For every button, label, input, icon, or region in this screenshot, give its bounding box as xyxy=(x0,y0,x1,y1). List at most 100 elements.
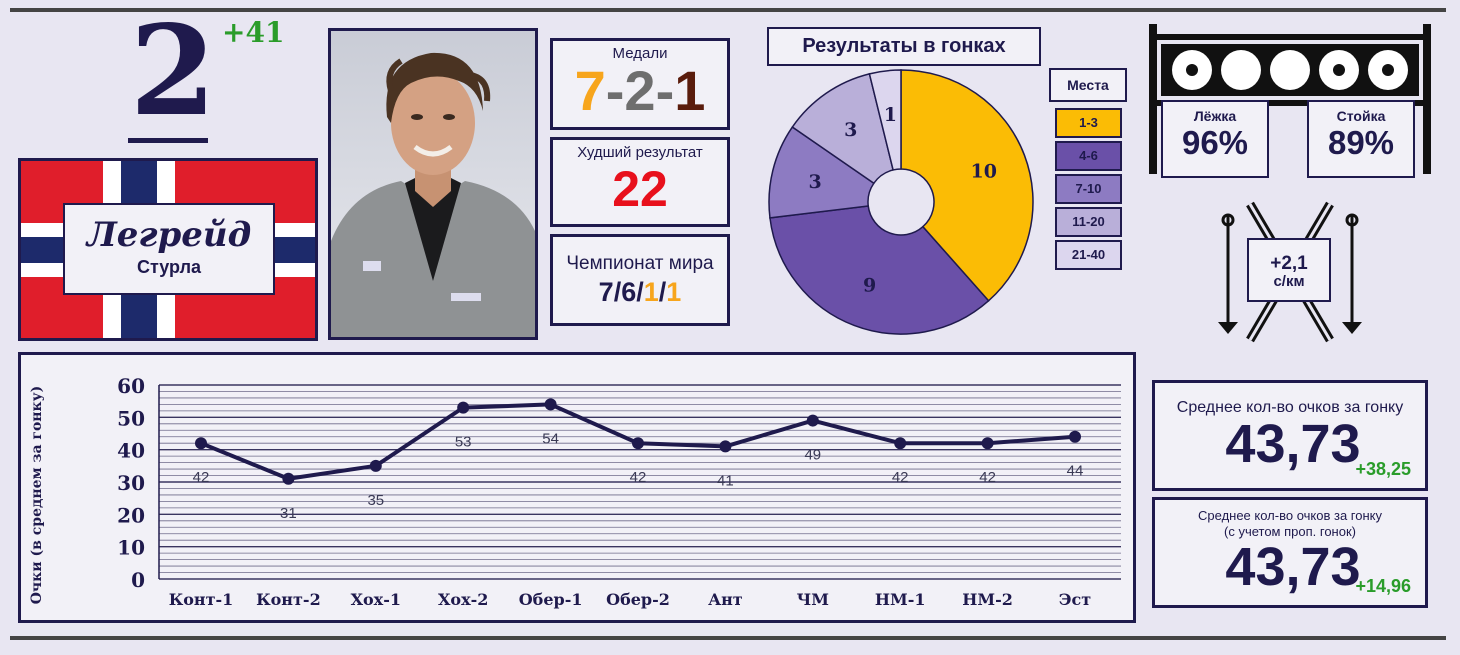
athlete-photo xyxy=(328,28,538,340)
x-tick-label: НМ-2 xyxy=(962,590,1013,609)
rank-underline xyxy=(128,138,208,143)
wc-place: 1 xyxy=(643,277,659,307)
x-tick-label: Хох-1 xyxy=(351,590,401,609)
data-label: 42 xyxy=(979,469,996,486)
wc-place: 1 xyxy=(666,277,682,307)
pie-value-label: 9 xyxy=(863,275,876,297)
shooting-target-icon xyxy=(1149,24,1431,174)
data-label: 54 xyxy=(542,430,559,447)
data-point xyxy=(806,414,819,427)
legend-title: Места xyxy=(1049,68,1127,102)
prone-label: Лёжка xyxy=(1193,108,1237,124)
avg2-label: Среднее кол-во очков за гонку (с учетом … xyxy=(1155,508,1425,540)
points-line-chart: 0 10 20 30 40 50 60 Конт-1 Конт-2 Хох-1 Хох-2 Обер-… xyxy=(117,374,1121,609)
y-tick-label: 20 xyxy=(117,503,145,527)
data-point xyxy=(632,437,644,450)
legend-item-11-20: 11-20 xyxy=(1055,207,1122,237)
wc-sep: / xyxy=(613,277,622,307)
data-label: 41 xyxy=(717,472,734,489)
wc-place: 7 xyxy=(598,277,614,307)
y-tick-label: 60 xyxy=(117,374,145,398)
world-championship-box: Чемпионат мира 7/6/1/1 xyxy=(550,234,730,326)
avg2-value: 43,73 xyxy=(1225,537,1361,597)
y-tick-label: 0 xyxy=(131,568,145,592)
data-point xyxy=(195,437,207,450)
avg2-label-line1: Среднее кол-во очков за гонку xyxy=(1198,508,1382,523)
avg-delta: +38,25 xyxy=(1355,459,1411,479)
bronze-count: 1 xyxy=(674,59,706,122)
data-label: 44 xyxy=(1067,463,1084,480)
avg2-delta: +14,96 xyxy=(1355,576,1411,596)
avg-points-adjusted-box: Среднее кол-во очков за гонку (с учетом … xyxy=(1152,497,1428,608)
legend-item-21-40: 21-40 xyxy=(1055,240,1122,270)
x-tick-label: Ант xyxy=(708,590,743,609)
legend-item-4-6: 4-6 xyxy=(1055,141,1122,171)
standing-label: Стойка xyxy=(1336,108,1386,124)
legend-item-1-3: 1-3 xyxy=(1055,108,1122,138)
top-rule xyxy=(10,8,1446,12)
medals-box: Медали 7-2-1 xyxy=(550,38,730,130)
wc-sep: / xyxy=(636,277,644,307)
standing-box: Стойка 89% xyxy=(1307,100,1415,178)
avg2-label-line2: (с учетом проп. гонок) xyxy=(1224,524,1356,539)
worst-value: 22 xyxy=(612,161,668,217)
chart-ylabel: Очки (в среднем за гонку) xyxy=(29,385,45,605)
gold-count: 7 xyxy=(574,59,606,122)
pie-value-label: 10 xyxy=(971,161,997,183)
norway-flag: Легрейд Стурла xyxy=(18,158,318,341)
bottom-rule xyxy=(10,636,1446,640)
worst-label: Худший результат xyxy=(577,144,703,161)
data-label: 49 xyxy=(804,447,821,464)
wc-label: Чемпионат мира xyxy=(566,253,714,274)
data-label: 42 xyxy=(892,469,909,486)
pie-slice-21-40 xyxy=(868,69,902,171)
pie-value-label: 3 xyxy=(844,119,857,141)
pie-slice-4-6 xyxy=(769,205,990,335)
x-tick-label: Конт-1 xyxy=(169,590,234,609)
athlete-surname: Легрейд xyxy=(86,215,252,255)
data-point xyxy=(282,472,295,485)
pie-value-label: 3 xyxy=(808,171,821,193)
rank-number: 2 xyxy=(129,0,217,144)
results-pie: 10 9 3 3 1 xyxy=(768,69,1034,335)
x-tick-label: Обер-2 xyxy=(606,590,670,609)
pie-slice-11-20 xyxy=(791,72,895,185)
data-label: 53 xyxy=(455,434,472,451)
x-tick-label: ЧМ xyxy=(797,590,829,609)
x-tick-label: Эст xyxy=(1059,590,1091,609)
wc-sep: / xyxy=(658,277,667,307)
y-tick-label: 10 xyxy=(117,536,145,560)
y-tick-label: 50 xyxy=(117,406,145,430)
wc-value: 7/6/1/1 xyxy=(553,277,727,308)
x-tick-label: НМ-1 xyxy=(875,590,926,609)
ski-speed-box: +2,1 с/км xyxy=(1247,238,1331,302)
medal-sep: - xyxy=(605,59,625,122)
rank-delta: +41 xyxy=(222,16,285,49)
data-point xyxy=(719,440,732,453)
y-tick-label: 30 xyxy=(117,471,145,495)
data-point xyxy=(981,437,994,450)
x-tick-label: Хох-2 xyxy=(438,590,488,609)
pie-slice-7-10 xyxy=(768,125,875,219)
data-point xyxy=(544,398,557,411)
worst-result-box: Худший результат 22 xyxy=(550,137,730,227)
avg-value: 43,73 xyxy=(1225,414,1361,474)
data-label: 42 xyxy=(193,469,210,486)
avg-label: Среднее кол-во очков за гонку xyxy=(1176,399,1404,416)
pie-slice-1-3 xyxy=(900,69,1034,302)
prone-box: Лёжка 96% xyxy=(1161,100,1269,178)
silver-count: 2 xyxy=(624,59,656,122)
x-tick-label: Конт-2 xyxy=(256,590,321,609)
data-label: 35 xyxy=(367,492,384,509)
data-point xyxy=(369,459,382,472)
medals-value: 7-2-1 xyxy=(553,62,727,120)
data-label: 31 xyxy=(280,505,297,522)
name-card: Легрейд Стурла xyxy=(63,203,275,295)
standing-value: 89% xyxy=(1327,124,1395,161)
points-chart: 0 10 20 30 40 50 60 Конт-1 Конт-2 Хох-1 Хох-2 Обер-… xyxy=(18,352,1136,623)
legend-item-7-10: 7-10 xyxy=(1055,174,1122,204)
medals-label: Медали xyxy=(612,45,668,62)
wc-place: 6 xyxy=(621,277,637,307)
avg-points-box: Среднее кол-во очков за гонку 43,73 +38,… xyxy=(1152,380,1428,491)
prone-value: 96% xyxy=(1181,124,1249,161)
